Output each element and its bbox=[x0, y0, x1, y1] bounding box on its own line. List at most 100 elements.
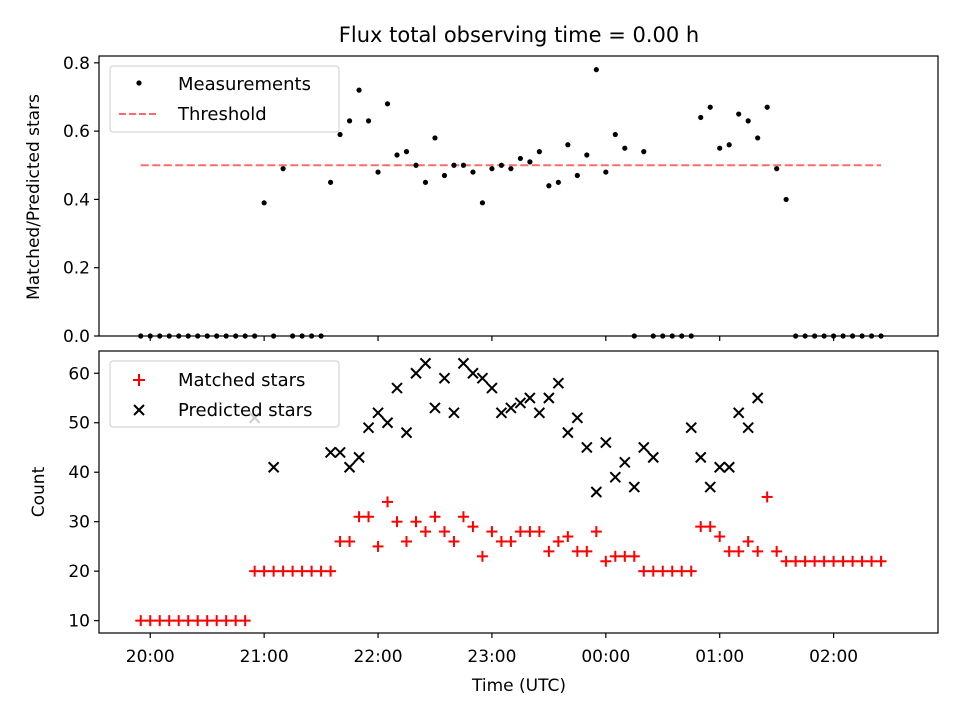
measurement-point bbox=[365, 118, 372, 124]
matched-star-marker bbox=[771, 545, 783, 557]
matched-star-marker bbox=[866, 555, 878, 567]
measurement-point bbox=[527, 159, 533, 165]
measurement-point bbox=[565, 142, 571, 148]
matched-star-marker bbox=[239, 615, 251, 627]
top-legend: Measurements Threshold bbox=[109, 65, 340, 133]
measurement-point bbox=[593, 67, 599, 73]
measurement-point bbox=[764, 104, 770, 110]
legend-measurements-label: Measurements bbox=[178, 74, 311, 95]
measurement-point bbox=[555, 179, 561, 185]
predicted-star-marker bbox=[391, 382, 403, 394]
matched-star-marker bbox=[306, 565, 318, 577]
x-tick-label: 20:00 bbox=[126, 647, 175, 667]
predicted-star-marker bbox=[495, 407, 508, 419]
measurement-point bbox=[546, 183, 552, 189]
matched-star-marker bbox=[799, 555, 811, 567]
matched-star-marker bbox=[144, 615, 156, 627]
bottom-y-tick-label: 40 bbox=[68, 463, 90, 483]
matched-star-marker bbox=[457, 511, 469, 523]
top-y-tick-label: 0.2 bbox=[63, 259, 90, 279]
legend-predicted-label: Predicted stars bbox=[178, 400, 312, 421]
matched-star-marker bbox=[211, 615, 223, 627]
matched-star-marker bbox=[268, 565, 280, 577]
x-tick-label: 01:00 bbox=[695, 647, 744, 667]
legend-threshold-label: Threshold bbox=[177, 104, 267, 125]
predicted-star-marker bbox=[429, 402, 441, 414]
matched-star-marker bbox=[733, 545, 745, 557]
predicted-star-marker bbox=[571, 412, 584, 424]
measurement-point bbox=[451, 162, 457, 168]
matched-star-marker bbox=[875, 555, 887, 567]
bottom-x-ticks: 20:00 21:00 22:00 23:00 00:00 01:00 02:00 bbox=[126, 633, 858, 667]
matched-star-marker bbox=[666, 565, 678, 577]
chart-title: Flux total observing time = 0.00 h bbox=[339, 23, 699, 47]
legend-matched-label: Matched stars bbox=[178, 370, 305, 391]
predicted-star-marker bbox=[372, 407, 384, 419]
matched-star-marker bbox=[514, 526, 526, 538]
matched-star-marker bbox=[382, 496, 394, 508]
predicted-star-marker bbox=[695, 451, 707, 464]
matched-star-marker bbox=[828, 555, 840, 567]
top-y-ticks: 0.0 0.2 0.4 0.6 0.8 bbox=[63, 54, 99, 347]
matched-star-marker bbox=[410, 516, 422, 528]
top-y-tick-label: 0.0 bbox=[63, 327, 90, 347]
measurement-point bbox=[707, 104, 713, 110]
matched-star-marker bbox=[714, 531, 726, 543]
measurement-point bbox=[536, 149, 542, 155]
measurement-point bbox=[422, 179, 429, 185]
bottom-axes-frame bbox=[98, 350, 939, 634]
matched-star-marker bbox=[533, 526, 545, 538]
top-y-axis-label: Matched/Predicted stars bbox=[24, 94, 44, 300]
matched-star-marker bbox=[524, 526, 536, 538]
measurement-point bbox=[641, 149, 647, 155]
predicted-star-marker bbox=[685, 421, 697, 434]
predicted-star-marker bbox=[457, 357, 470, 370]
matched-star-marker bbox=[837, 555, 849, 567]
top-legend-box bbox=[109, 65, 340, 133]
matched-star-marker bbox=[296, 565, 308, 577]
matched-star-marker bbox=[287, 565, 299, 577]
bottom-y-axis-label: Count bbox=[29, 466, 49, 517]
matched-star-marker bbox=[856, 555, 868, 567]
matched-star-marker bbox=[182, 615, 194, 627]
x-tick-label: 00:00 bbox=[581, 647, 630, 667]
predicted-star-marker bbox=[362, 421, 375, 434]
matched-star-marker bbox=[562, 531, 574, 543]
matched-star-marker bbox=[230, 615, 242, 627]
legend-measurements-marker bbox=[136, 80, 142, 86]
matched-star-marker bbox=[486, 526, 498, 538]
measurement-point bbox=[280, 166, 286, 172]
top-y-tick-label: 0.6 bbox=[63, 122, 90, 142]
matched-star-marker bbox=[344, 535, 356, 547]
measurement-point bbox=[755, 135, 761, 141]
measurement-point bbox=[441, 172, 448, 179]
measurement-point bbox=[394, 152, 400, 158]
matched-star-marker bbox=[581, 545, 593, 557]
matched-star-marker bbox=[657, 565, 669, 577]
matched-star-marker bbox=[429, 511, 441, 523]
x-axis-label: Time (UTC) bbox=[471, 676, 566, 696]
measurement-point bbox=[261, 200, 267, 206]
matched-star-marker bbox=[495, 535, 507, 547]
matched-star-marker bbox=[543, 545, 555, 557]
bottom-legend-box bbox=[109, 360, 340, 428]
measurement-point bbox=[337, 131, 343, 138]
measurement-point bbox=[736, 111, 742, 117]
bottom-y-tick-label: 20 bbox=[68, 562, 90, 582]
predicted-star-marker bbox=[600, 436, 612, 449]
matched-star-marker bbox=[277, 565, 289, 577]
matched-star-marker bbox=[723, 545, 735, 557]
top-axes-frame bbox=[98, 55, 939, 337]
measurement-point bbox=[403, 149, 410, 155]
predicted-star-marker bbox=[742, 421, 754, 434]
predicted-star-marker bbox=[410, 367, 422, 379]
measurement-point bbox=[584, 152, 590, 158]
predicted-star-marker bbox=[353, 451, 365, 464]
measurement-point bbox=[783, 196, 789, 203]
measurement-point bbox=[774, 166, 780, 172]
measurement-point bbox=[726, 142, 732, 148]
predicted-star-marker bbox=[552, 377, 565, 389]
matched-star-marker bbox=[372, 540, 384, 552]
matched-star-marker bbox=[685, 565, 697, 577]
matched-star-marker bbox=[476, 550, 488, 562]
